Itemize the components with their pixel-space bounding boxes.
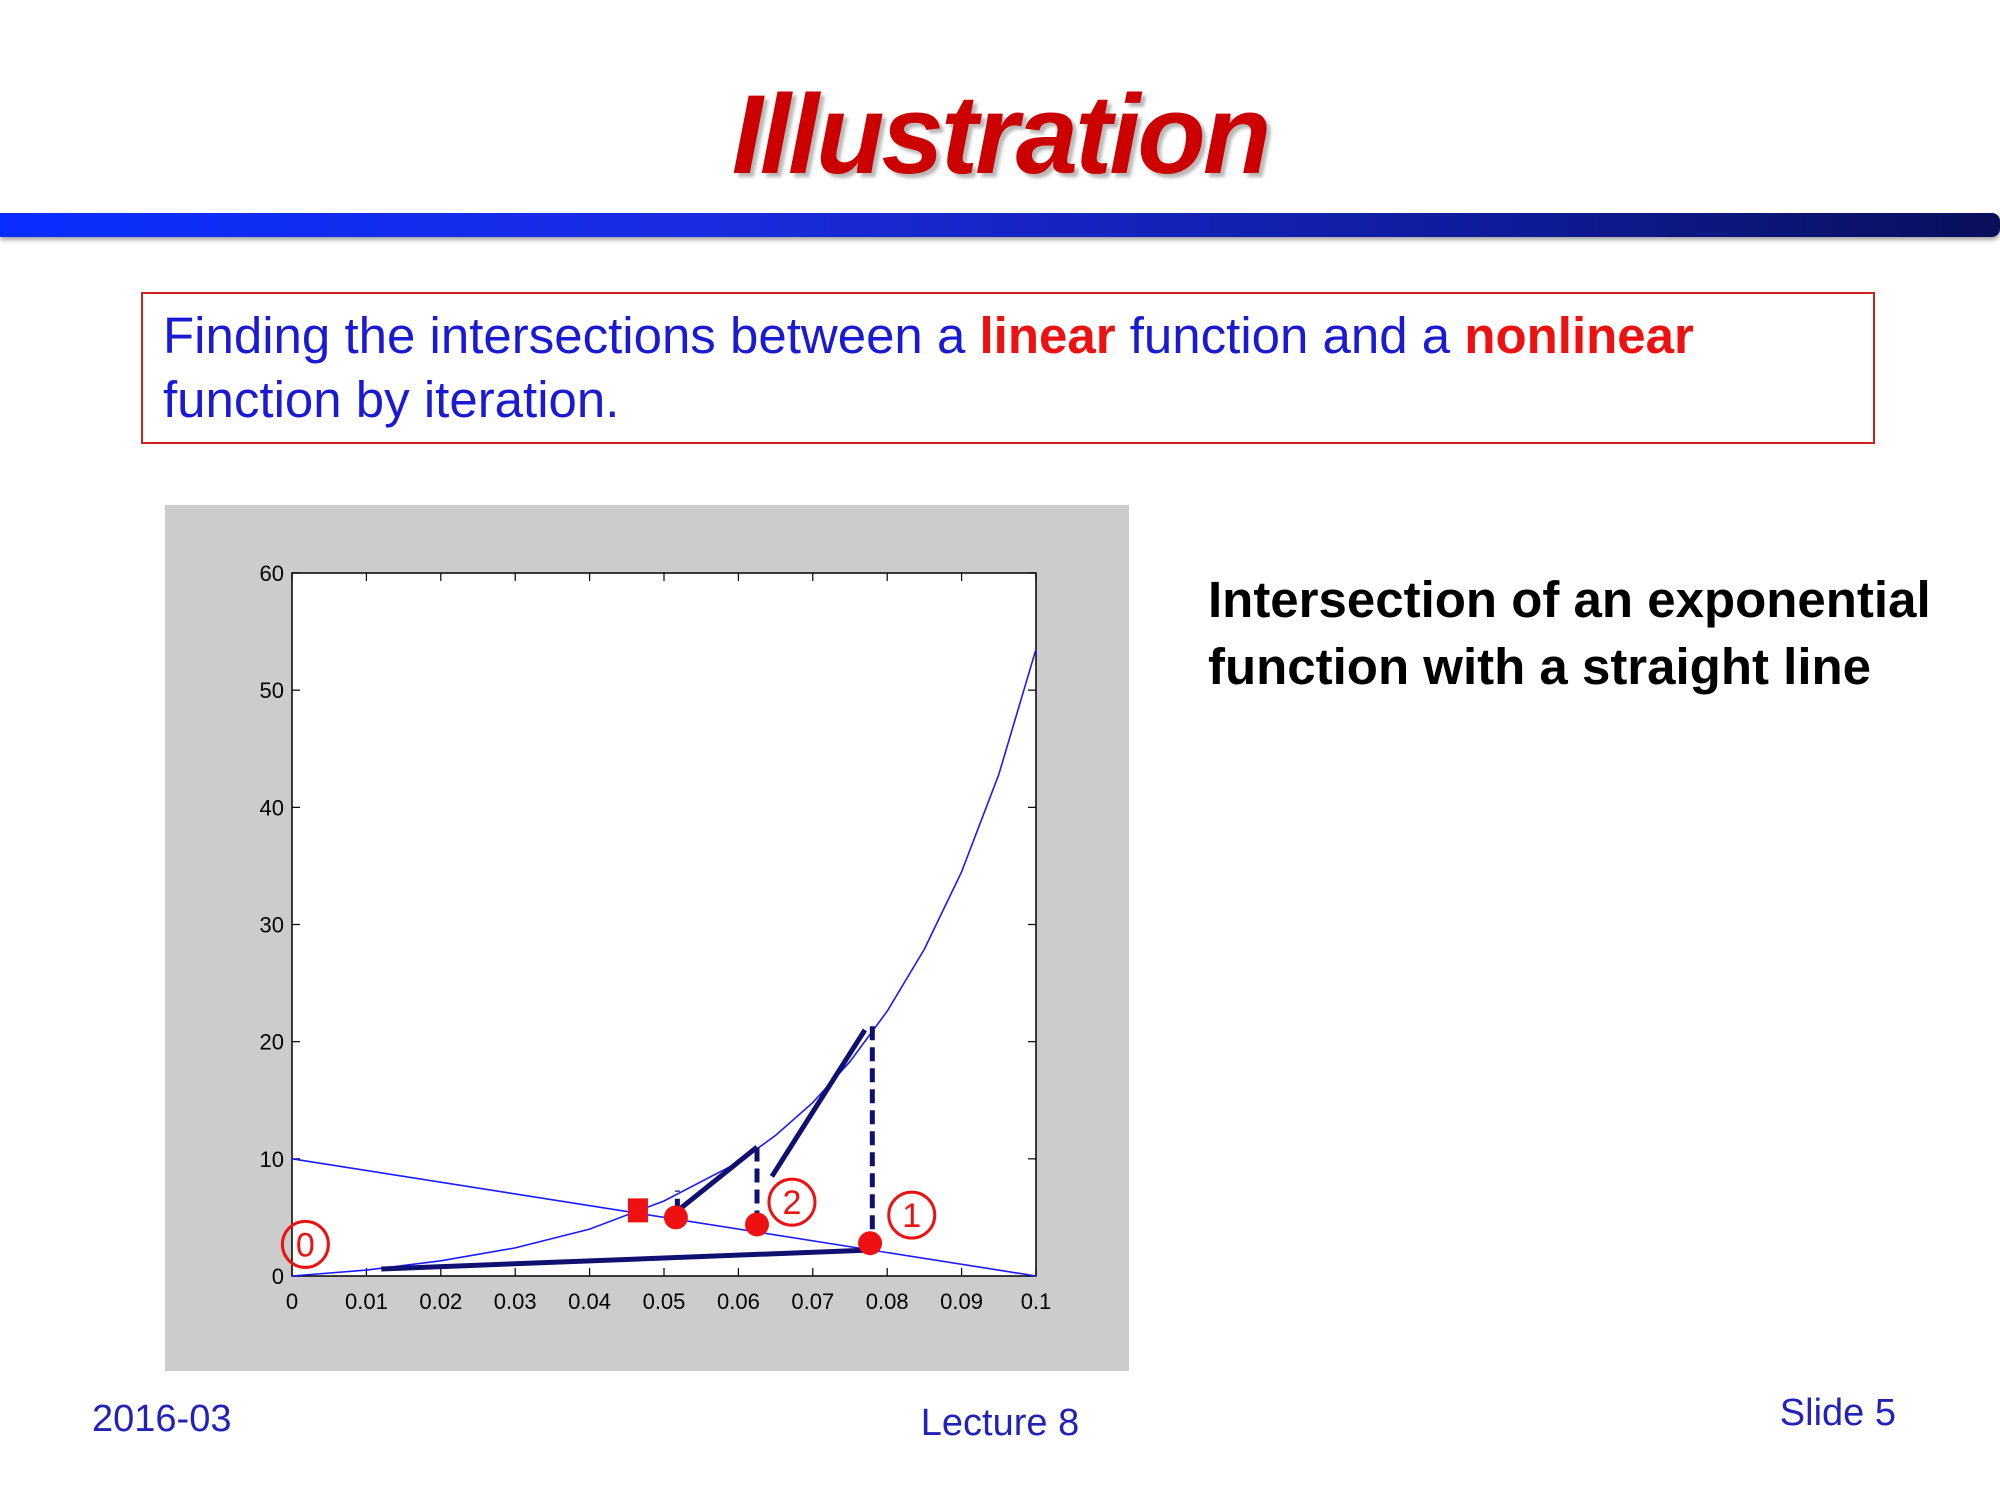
x-tick-label: 0.1 [1021,1289,1052,1314]
x-tick-label: 0.01 [345,1289,388,1314]
exponential-curve [291,648,1037,1277]
y-tick-label: 20 [260,1030,284,1055]
x-tick-label: 0 [286,1289,298,1314]
x-tick-label: 0.03 [494,1289,537,1314]
title-divider [0,213,2000,237]
footer-slide-number: Slide 5 [1779,1392,1896,1434]
x-tick-label: 0.05 [643,1289,686,1314]
x-tick-label: 0.04 [568,1289,611,1314]
iteration-step-solid [769,1028,867,1178]
step-label: 1 [902,1197,921,1235]
step-label-ring [280,1219,330,1269]
iteration-point [745,1212,769,1237]
step-label-ring [767,1177,817,1227]
side-description: Intersection of an exponential function … [1208,571,1931,695]
square-marker [627,1198,648,1223]
y-tick-label: 40 [260,795,284,820]
x-tick-label: 0.08 [866,1289,909,1314]
x-tick-label: 0.06 [717,1289,760,1314]
x-tick-label: 0.09 [940,1289,983,1314]
callout-nonlinear: nonlinear [1464,307,1694,364]
iteration-step-solid [381,1247,865,1272]
iteration-point [858,1231,883,1256]
y-tick-label: 50 [260,678,284,703]
plot-area [291,572,1037,1277]
y-tick-label: 30 [260,913,284,938]
iteration-point [663,1205,688,1230]
x-tick-label: 0.02 [419,1289,462,1314]
y-tick-label: 0 [272,1264,284,1289]
step-label: 0 [296,1226,315,1264]
step-label-ring [887,1190,937,1240]
iteration-chart: 0 0.01 0.02 0.03 0.04 0.05 0.06 0.07 0.08 0.09 0.1… [165,505,1129,1371]
callout-box: Finding the intersections between a line… [141,292,1875,444]
footer-lecture: Lecture 8 [920,1402,1080,1444]
iteration-step-solid [673,1145,759,1215]
callout-linear: linear [979,307,1116,364]
step-label: 2 [783,1184,802,1222]
callout-text-2: function and a [1115,307,1465,364]
footer-date: 2016-03 [92,1398,232,1440]
y-tick-label: 60 [260,561,284,586]
slide-title: Illustration [731,72,1271,197]
y-tick-label: 10 [260,1147,284,1172]
x-tick-label: 0.07 [791,1289,834,1314]
callout-text-1: Finding the intersections between a [163,307,980,364]
callout-text-3: function by iteration. [163,371,620,428]
